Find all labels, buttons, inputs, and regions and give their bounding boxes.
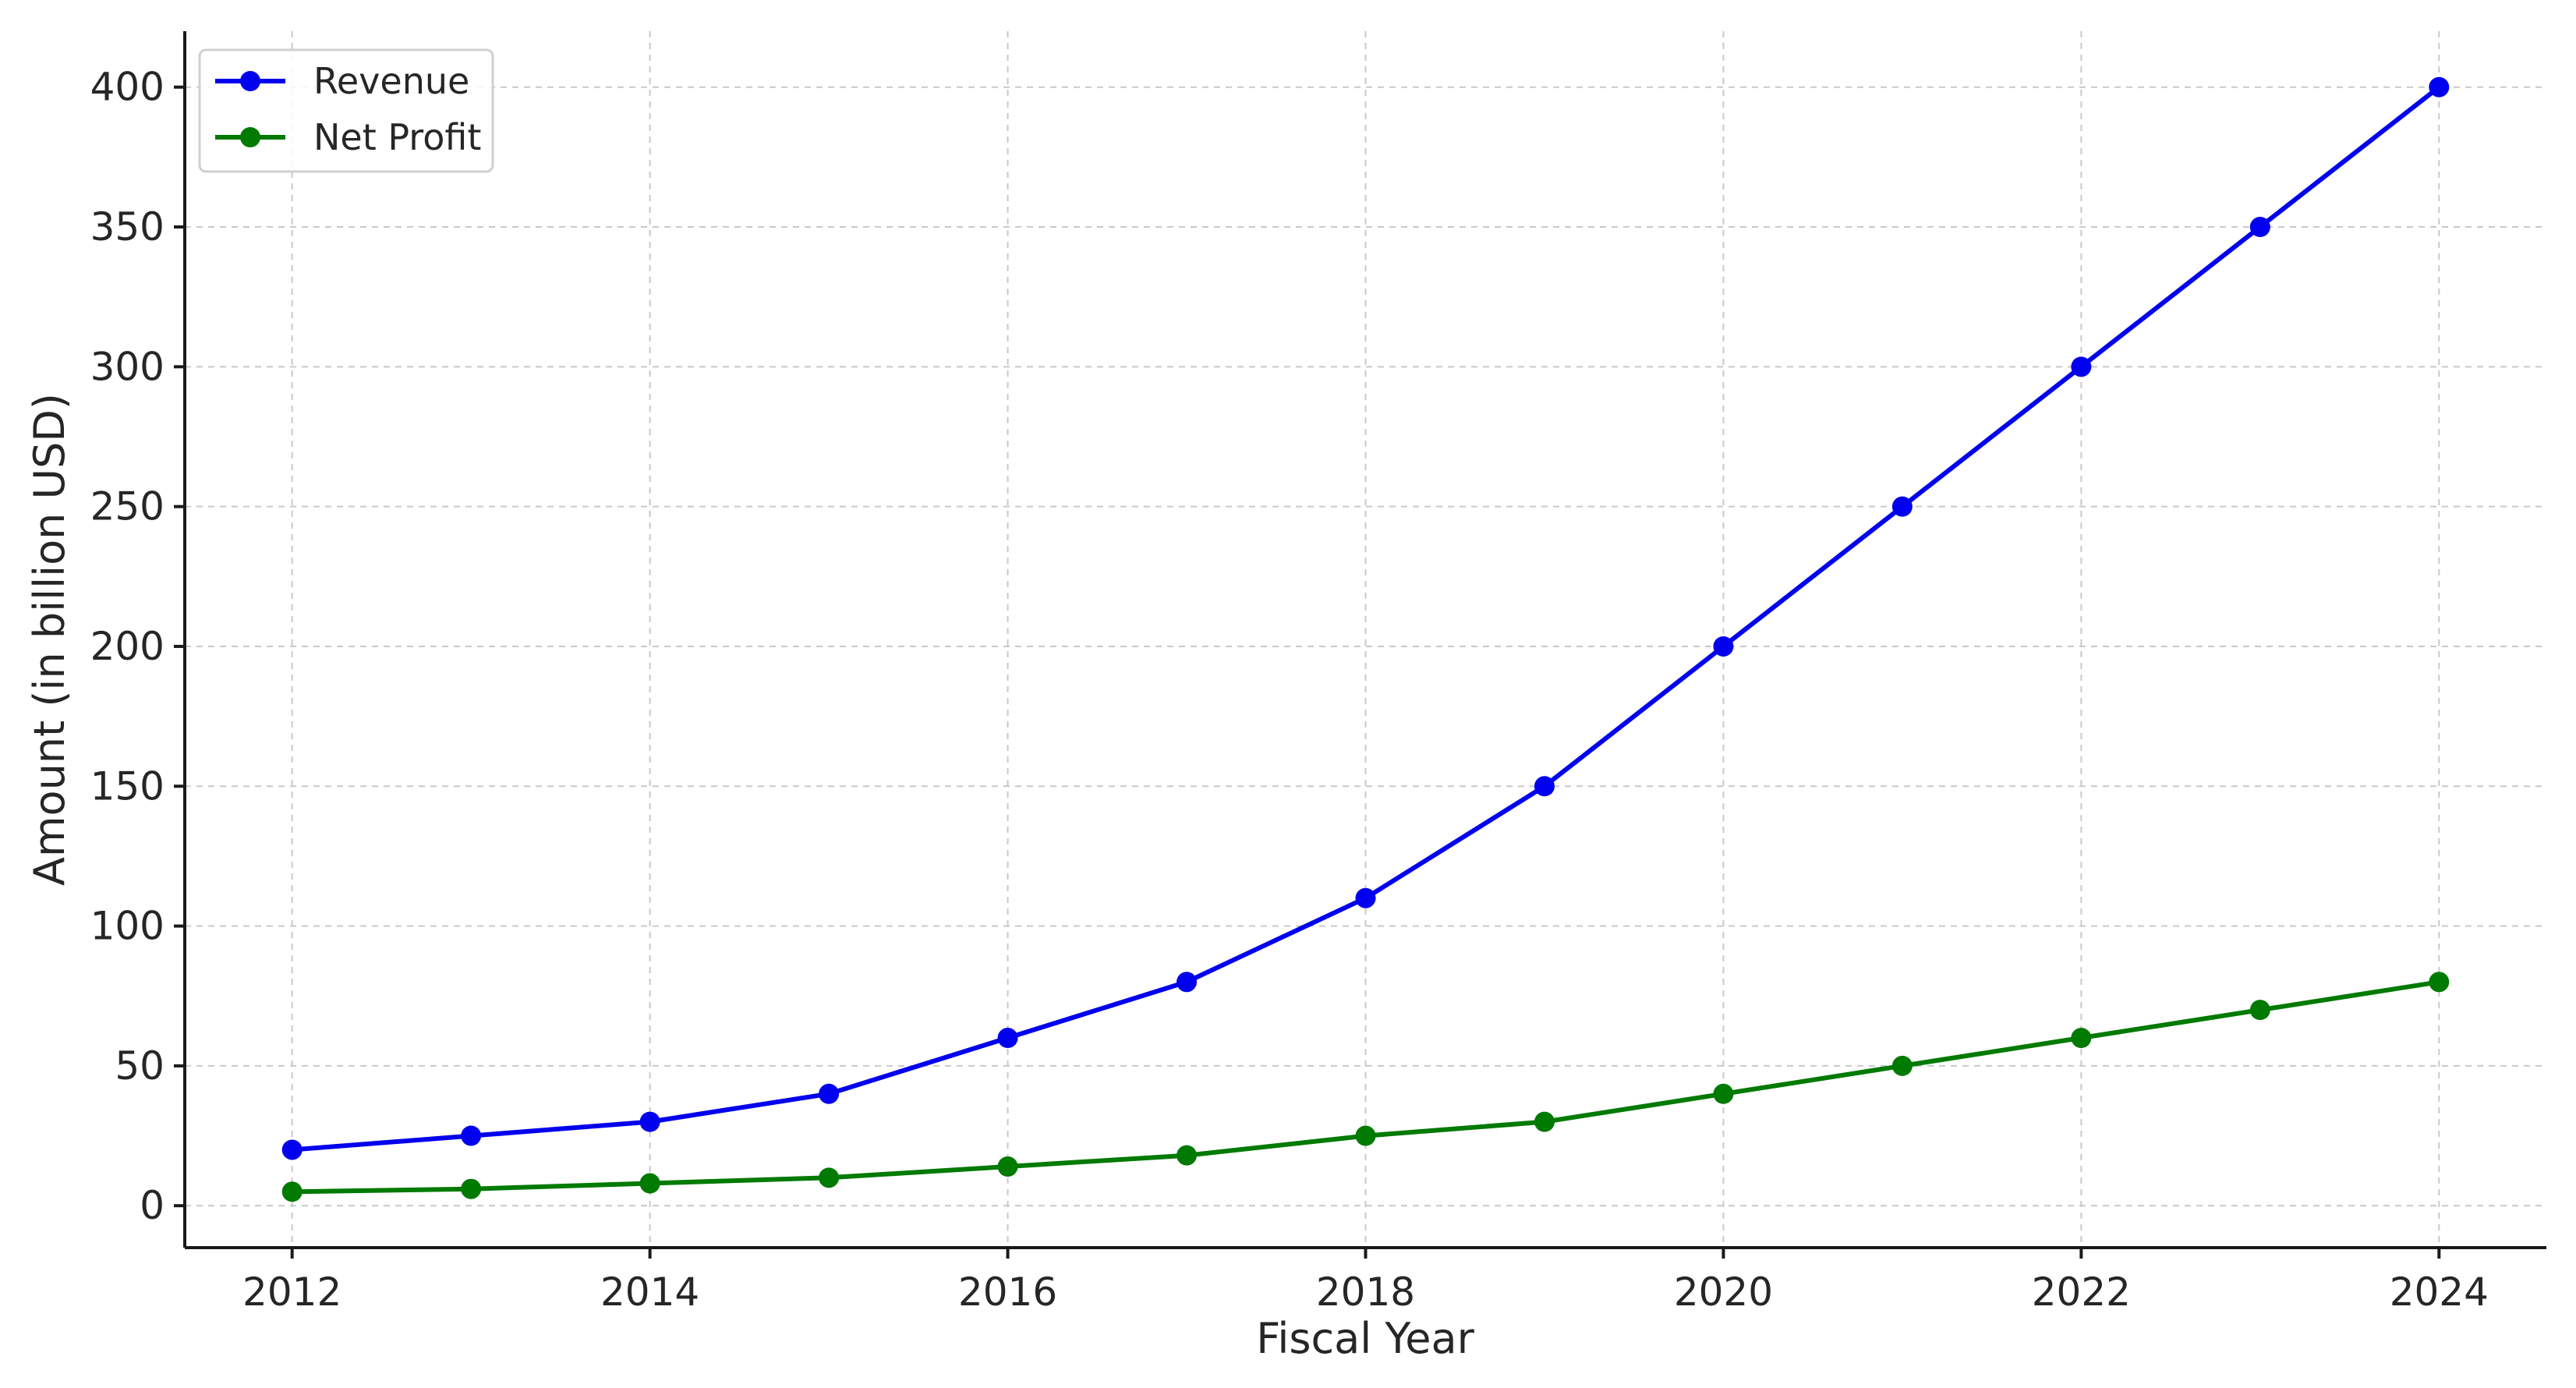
legend-net-profit-label: Net Profit <box>313 116 481 158</box>
data-point-net-profit <box>819 1167 840 1188</box>
data-point-net-profit <box>1891 1055 1913 1076</box>
grid <box>185 31 2546 1248</box>
data-point-revenue <box>1713 636 1734 657</box>
legend: Revenue Net Profit <box>198 48 494 173</box>
y-tick-label: 350 <box>90 204 165 250</box>
data-point-revenue <box>2429 76 2450 97</box>
x-tick-label: 2016 <box>958 1269 1057 1315</box>
data-point-net-profit <box>1713 1083 1734 1104</box>
x-tick-label: 2020 <box>1674 1269 1773 1315</box>
data-point-revenue <box>639 1111 660 1132</box>
data-point-revenue <box>1534 776 1555 797</box>
legend-revenue-marker <box>240 71 260 91</box>
data-point-net-profit <box>1355 1125 1376 1146</box>
data-point-revenue <box>819 1083 840 1104</box>
y-tick-label: 250 <box>90 484 165 529</box>
data-point-net-profit <box>281 1181 303 1202</box>
data-point-net-profit <box>2071 1028 2092 1049</box>
y-tick-label: 300 <box>90 344 165 389</box>
data-point-revenue <box>461 1125 482 1146</box>
data-point-revenue <box>1891 496 1913 517</box>
x-tick-label: 2012 <box>242 1269 341 1315</box>
data-point-revenue <box>997 1028 1018 1049</box>
y-tick-label: 100 <box>90 904 165 949</box>
data-point-net-profit <box>1534 1111 1555 1132</box>
data-point-revenue <box>281 1139 303 1160</box>
y-tick-label: 0 <box>140 1183 165 1228</box>
x-tick-label: 2024 <box>2390 1269 2489 1315</box>
data-point-revenue <box>1177 972 1198 993</box>
data-point-net-profit <box>2429 972 2450 993</box>
ticks: 0 50 100 150 200 250 300 350 400 2012 2014 2016 2018… <box>90 65 2489 1315</box>
data-point-net-profit <box>461 1178 482 1199</box>
data-point-revenue <box>2249 217 2270 238</box>
series-layer <box>281 76 2450 1202</box>
x-axis-title: Fiscal Year <box>1256 1314 1474 1363</box>
data-point-revenue <box>1355 887 1376 908</box>
data-point-net-profit <box>2249 1000 2270 1021</box>
legend-revenue-label: Revenue <box>313 60 469 102</box>
data-point-revenue <box>2071 356 2092 377</box>
x-tick-label: 2014 <box>600 1269 699 1315</box>
data-point-net-profit <box>1177 1145 1198 1166</box>
legend-net-profit-marker <box>240 127 260 147</box>
y-tick-label: 50 <box>115 1043 165 1089</box>
y-axis-title: Amount (in billion USD) <box>25 393 74 886</box>
x-tick-label: 2018 <box>1316 1269 1415 1315</box>
y-tick-label: 400 <box>90 65 165 110</box>
x-tick-label: 2022 <box>2032 1269 2131 1315</box>
series-net-profit <box>281 972 2450 1202</box>
y-tick-label: 200 <box>90 624 165 669</box>
series-revenue <box>281 76 2450 1160</box>
data-point-net-profit <box>997 1156 1018 1177</box>
data-point-net-profit <box>639 1173 660 1194</box>
y-tick-label: 150 <box>90 763 165 809</box>
